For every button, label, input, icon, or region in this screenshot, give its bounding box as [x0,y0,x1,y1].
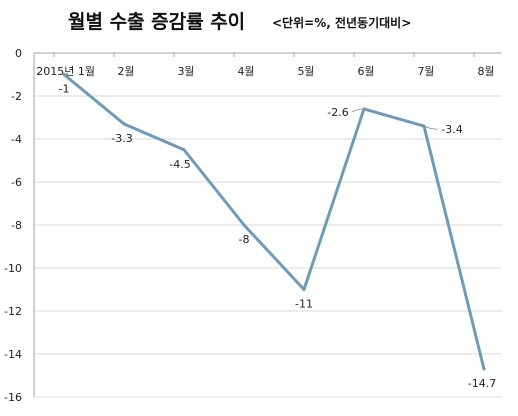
x-tick-label: 7월 [417,65,434,78]
chart-title: 월별 수출 증감률 추이 [68,11,245,33]
data-label: -8 [239,233,250,246]
data-label: -11 [295,298,313,311]
y-tick-label: -14 [4,348,22,361]
y-tick-label: -4 [11,133,22,146]
data-label: -3.3 [111,132,132,145]
y-tick-label: -12 [4,305,22,318]
data-label: -3.4 [441,123,462,136]
series-line [62,73,486,371]
x-tick-label: 5월 [297,65,314,78]
label-leader [423,125,439,130]
y-tick-label: -8 [11,219,22,232]
data-point [122,122,126,126]
x-tick-label: 3월 [177,65,194,78]
data-point [482,367,486,371]
chart-subtitle: <단위=%, 전년동기대비> [272,15,411,30]
data-point [62,73,66,76]
data-label: -2.6 [327,106,348,119]
x-tick-label: 2월 [117,65,134,78]
data-label: -4.5 [169,158,190,171]
data-point [302,288,306,291]
y-tick-label: -6 [11,176,22,189]
x-tick-label: 4월 [237,65,254,78]
x-tick-label: 2015년 1월 [36,65,95,78]
label-leader [351,108,365,113]
x-tick-label: 6월 [357,65,374,78]
data-point [182,148,186,152]
gridlines [34,95,502,398]
y-tick-label: -10 [4,262,22,275]
data-label: -1 [59,83,70,96]
y-tick-label: 0 [15,47,22,60]
y-tick-label: -2 [11,90,22,103]
x-tick-label: 8월 [477,65,494,78]
data-point [242,223,246,227]
series-layer [62,73,486,371]
data-labels: -1 -3.3 -4.5 -8 -11 -2.6 -3.4 -14.7 [59,83,497,391]
axes: 0 -2 -4 -6 -8 -10 -12 -14 -16 2015년 1월 2월 3월 4월 5월 6월 7… [4,47,502,404]
y-tick-label: -16 [4,391,22,404]
data-label: -14.7 [468,377,496,390]
